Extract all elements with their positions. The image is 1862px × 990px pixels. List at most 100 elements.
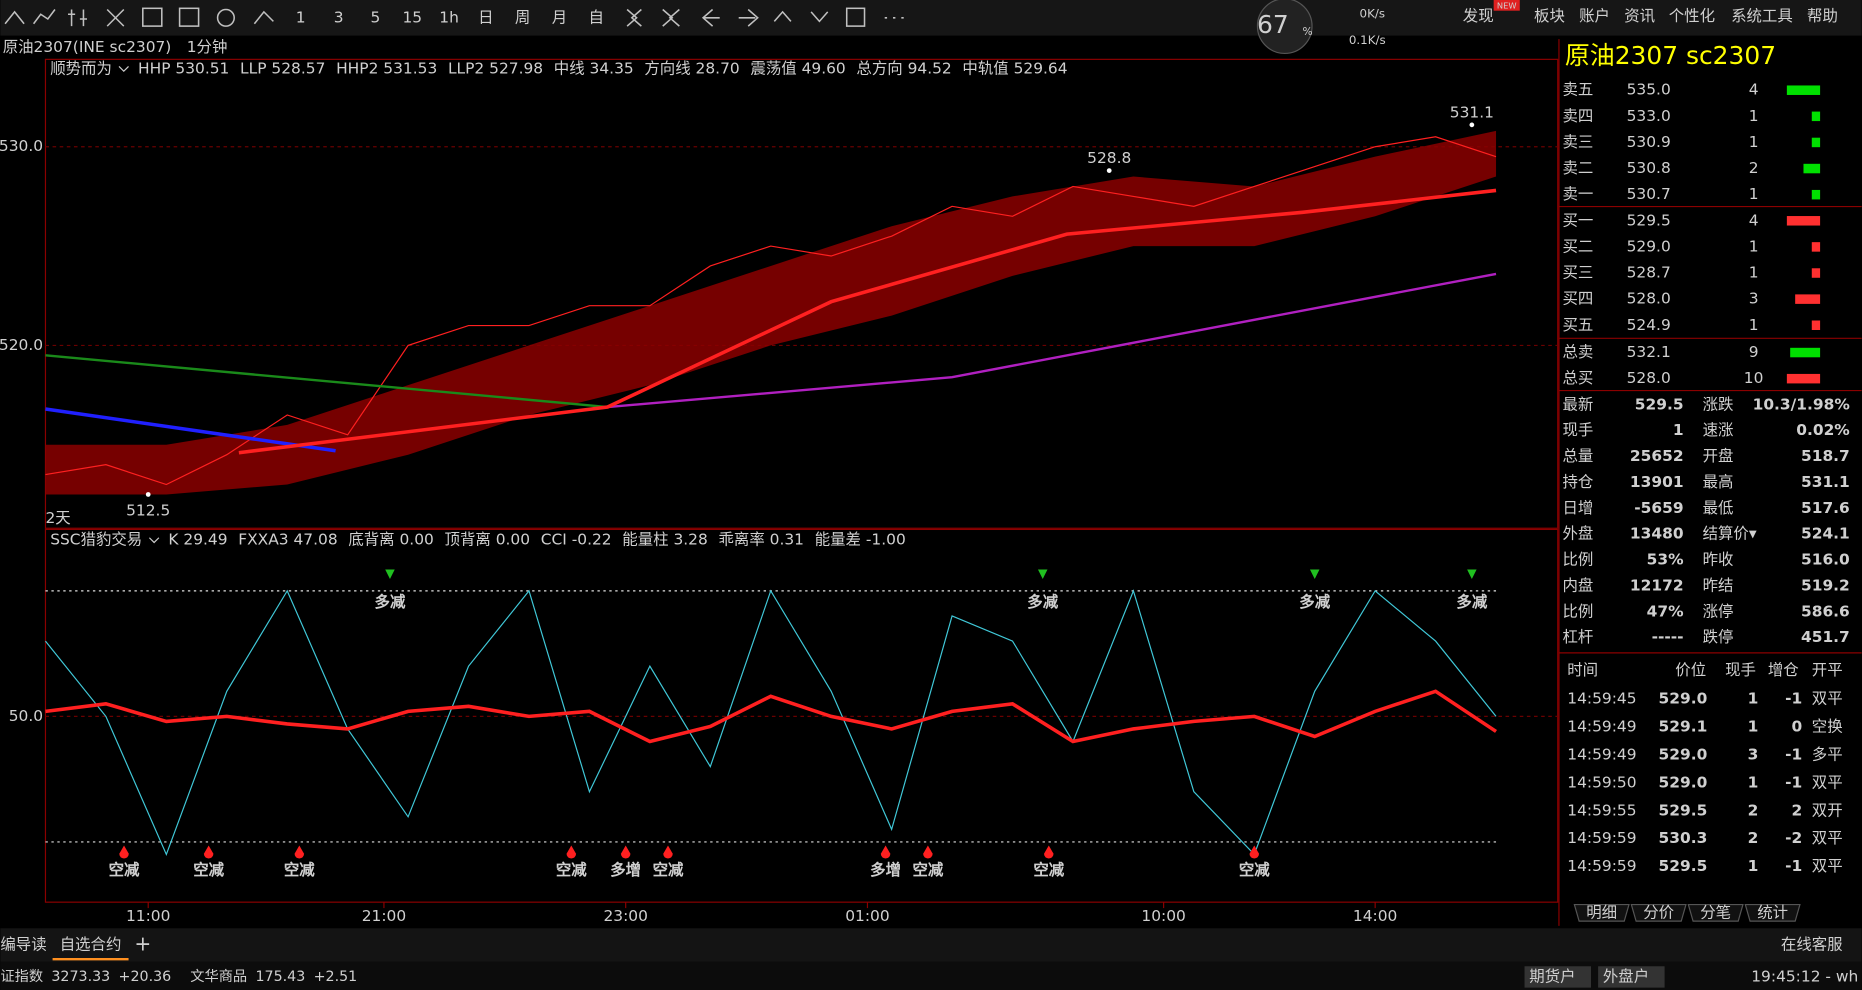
book-label: 卖四 [1563, 107, 1594, 125]
book-price: 529.0 [1627, 237, 1671, 255]
indicator-value: 中轨值 529.64 [962, 59, 1067, 77]
stat-value: 519.2 [1801, 576, 1850, 594]
stat-value: 531.1 [1801, 473, 1850, 491]
indicator-value: LLP 528.57 [240, 59, 325, 77]
book-label: 买四 [1563, 290, 1594, 308]
stat-label: 昨结 [1703, 576, 1734, 594]
book-volume: 1 [1749, 107, 1759, 125]
period-button[interactable]: 15 [402, 8, 422, 26]
speed-unit: % [1303, 25, 1313, 38]
speed-percent: 67 [1257, 10, 1289, 39]
stat-value: 524.1 [1801, 525, 1850, 543]
period-button[interactable]: 1 [296, 8, 306, 26]
trade-volume: 1 [1748, 690, 1759, 708]
stat-label: 跌停 [1703, 628, 1734, 646]
period-selector[interactable]: 1分钟 [187, 38, 228, 56]
volume-bar [1812, 112, 1820, 121]
trades-header: 价位 [1675, 661, 1706, 679]
period-button[interactable]: 月 [552, 8, 567, 26]
trade-time: 14:59:55 [1567, 801, 1636, 819]
period-label: 2天 [45, 509, 70, 527]
tab-label[interactable]: 分笔 [1700, 903, 1731, 921]
book-volume: 4 [1749, 81, 1759, 99]
stat-value: 516.0 [1801, 551, 1850, 569]
trade-type: 双平 [1812, 690, 1843, 708]
trade-volume: 2 [1748, 829, 1759, 847]
menu-item[interactable]: 系统工具 [1731, 7, 1793, 25]
tab-label[interactable]: 分价 [1643, 903, 1674, 921]
tab-label[interactable]: 统计 [1757, 903, 1788, 921]
trade-type: 双平 [1812, 773, 1843, 791]
trade-time: 14:59:49 [1567, 718, 1636, 736]
stat-label: 涨停 [1703, 602, 1734, 620]
volume-bar [1812, 268, 1820, 277]
bottom-signal: 空减 [193, 860, 224, 879]
stat-value: 0.02% [1796, 421, 1850, 439]
status-item[interactable]: 外盘户 [1603, 966, 1649, 985]
book-label: 卖一 [1563, 185, 1594, 203]
menu-item[interactable]: 帮助 [1807, 7, 1838, 25]
trade-change: 0 [1792, 718, 1803, 736]
y-tick-label: 50.0 [9, 707, 43, 725]
book-price: 530.7 [1627, 185, 1671, 203]
extreme-point [1469, 122, 1474, 127]
period-button[interactable]: 5 [371, 8, 381, 26]
tab-label[interactable]: 明细 [1586, 903, 1617, 921]
trade-price: 530.3 [1659, 829, 1708, 847]
menu-item[interactable]: 账户 [1579, 7, 1610, 25]
bottom-tab[interactable]: + [134, 931, 151, 955]
period-button[interactable]: 3 [334, 8, 344, 26]
period-button[interactable]: 日 [478, 8, 493, 26]
book-volume: 1 [1749, 133, 1759, 151]
download-speed: 0.1K/s [1349, 33, 1386, 47]
extreme-label: 512.5 [126, 502, 170, 520]
bottom-signal: 空减 [109, 860, 140, 879]
book-volume: 1 [1749, 264, 1759, 282]
trade-volume: 3 [1748, 745, 1759, 763]
service-link[interactable]: 在线客服 [1781, 935, 1843, 953]
indicator-name[interactable]: 顺势而为 [50, 59, 112, 77]
menu-item[interactable]: 发现 [1463, 7, 1494, 25]
volume-bar [1812, 190, 1820, 199]
stat-value: 517.6 [1801, 499, 1850, 517]
book-label: 卖五 [1563, 81, 1594, 99]
trades-header: 时间 [1567, 661, 1598, 679]
volume-bar [1787, 374, 1820, 383]
stat-label: 外盘 [1563, 524, 1594, 543]
stat-value: 529.5 [1635, 395, 1684, 413]
x-tick-label: 11:00 [126, 907, 170, 925]
status-item[interactable]: 期货户 [1529, 967, 1575, 985]
indicator-value: 乖离率 0.31 [719, 531, 805, 549]
stat-value: 10.3/1.98% [1753, 395, 1850, 413]
book-price: 530.8 [1627, 159, 1671, 177]
instrument-name: 原油2307(INE sc2307) [3, 38, 172, 56]
bottom-tab[interactable]: 编导读 [0, 935, 46, 953]
trade-volume: 1 [1748, 718, 1759, 736]
indicator-value: HHP2 531.53 [336, 59, 437, 77]
book-label: 买一 [1563, 211, 1594, 229]
period-button[interactable]: 周 [515, 8, 530, 26]
book-volume: 10 [1744, 369, 1764, 387]
y-tick-label: 530.0 [0, 137, 43, 155]
indicator-name[interactable]: SSC猎豹交易 [50, 531, 142, 549]
stat-label: 内盘 [1563, 575, 1594, 594]
stat-value: 13480 [1630, 525, 1684, 543]
stat-label: 开盘 [1703, 446, 1734, 465]
book-label: 买二 [1563, 237, 1594, 255]
stat-value: 13901 [1630, 473, 1684, 491]
top-signal: 多减 [1299, 592, 1330, 611]
period-button[interactable]: 1h [439, 8, 459, 26]
menu-item[interactable]: 个性化 [1669, 7, 1715, 25]
book-volume: 4 [1749, 211, 1759, 229]
menu-item[interactable]: 板块 [1534, 7, 1565, 25]
indicator-value: HHP 530.51 [138, 59, 229, 77]
menu-item[interactable]: 资讯 [1624, 7, 1655, 25]
quote-title: 原油2307 sc2307 [1565, 41, 1776, 70]
bottom-tab[interactable]: 自选合约 [60, 935, 122, 953]
period-button[interactable]: 自 [589, 8, 604, 26]
extreme-label: 531.1 [1450, 104, 1494, 122]
book-volume: 2 [1749, 159, 1759, 177]
stat-value: 586.6 [1801, 602, 1850, 620]
trade-type: 多平 [1812, 745, 1843, 763]
book-volume: 1 [1749, 316, 1759, 334]
